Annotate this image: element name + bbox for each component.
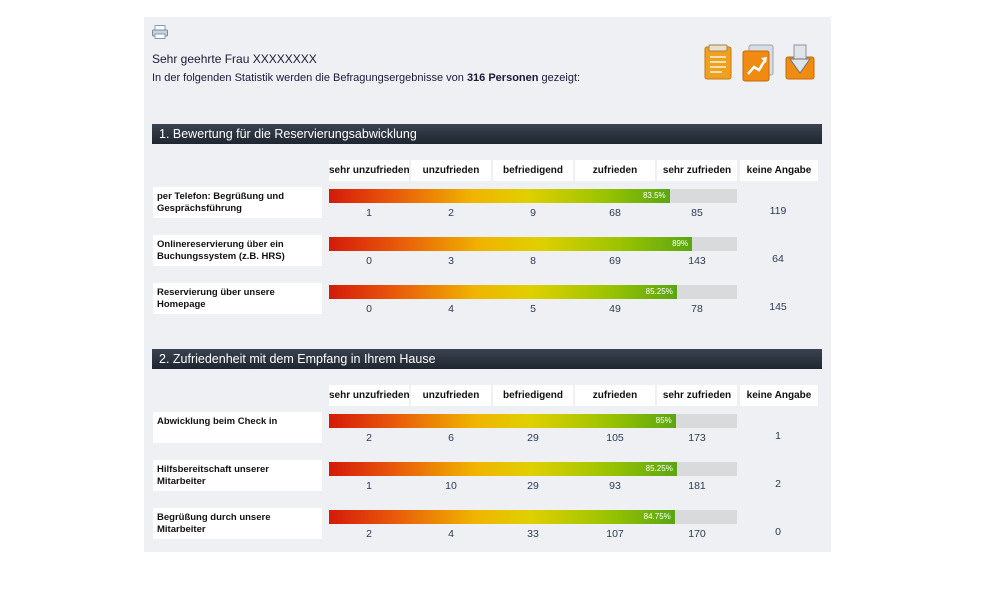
column-header: unzufrieden bbox=[411, 160, 491, 181]
respondent-count: 316 Personen bbox=[466, 72, 539, 84]
rating-percent-label: 83.5% bbox=[642, 191, 666, 200]
rating-count: 0 bbox=[366, 255, 372, 267]
rating-bar-track: 84.75% bbox=[329, 510, 737, 524]
rating-count: 64 bbox=[772, 253, 784, 265]
column-header: sehr unzufrieden bbox=[329, 160, 410, 181]
intro-after: gezeigt: bbox=[541, 72, 581, 84]
rating-count: 9 bbox=[530, 207, 536, 219]
download-icon[interactable] bbox=[782, 43, 818, 83]
rating-count: 2 bbox=[366, 432, 372, 444]
rating-count: 173 bbox=[688, 432, 706, 444]
rating-count: 1 bbox=[366, 480, 372, 492]
intro-before: In der folgenden Statistik werden die Be… bbox=[152, 72, 464, 84]
rating-count: 2 bbox=[775, 478, 781, 490]
rating-bar-fill: 85% bbox=[329, 414, 676, 428]
rating-count: 93 bbox=[609, 480, 621, 492]
row-label: per Telefon: Begrüßung und Gesprächsführ… bbox=[153, 187, 322, 218]
row-label: Begrüßung durch unsere Mitarbeiter bbox=[153, 508, 322, 539]
greeting-text: Sehr geehrte Frau XXXXXXXX bbox=[152, 52, 317, 66]
rating-count: 49 bbox=[609, 303, 621, 315]
rating-count: 2 bbox=[448, 207, 454, 219]
column-header: sehr zufrieden bbox=[657, 385, 737, 406]
rating-count: 3 bbox=[448, 255, 454, 267]
rating-count: 145 bbox=[769, 301, 787, 313]
rating-bar-fill: 85.25% bbox=[329, 462, 677, 476]
column-header: unzufrieden bbox=[411, 385, 491, 406]
rating-count: 170 bbox=[688, 528, 706, 540]
rating-percent-label: 84.75% bbox=[643, 512, 671, 521]
rating-bar-track: 89% bbox=[329, 237, 737, 251]
rating-bar-track: 85.25% bbox=[329, 285, 737, 299]
rating-count: 105 bbox=[606, 432, 624, 444]
row-label: Abwicklung beim Check in bbox=[153, 412, 322, 443]
row-label: Onlinereservierung über ein Buchungssyst… bbox=[153, 235, 322, 266]
chart-trend-icon[interactable] bbox=[740, 43, 776, 83]
rating-bar-fill: 85.25% bbox=[329, 285, 677, 299]
rating-percent-label: 85.25% bbox=[645, 287, 673, 296]
rating-bar-track: 85% bbox=[329, 414, 737, 428]
column-header: zufrieden bbox=[575, 160, 655, 181]
row-label: Reservierung über unsere Homepage bbox=[153, 283, 322, 314]
notes-icon[interactable] bbox=[700, 43, 736, 83]
rating-count: 6 bbox=[448, 432, 454, 444]
column-header: keine Angabe bbox=[740, 160, 818, 181]
rating-percent-label: 85.25% bbox=[645, 464, 673, 473]
rating-count: 5 bbox=[530, 303, 536, 315]
rating-count: 143 bbox=[688, 255, 706, 267]
print-icon[interactable] bbox=[152, 25, 168, 39]
section-header: 1. Bewertung für die Reservierungsabwick… bbox=[152, 124, 822, 144]
row-label: Hilfsbereitschaft unserer Mitarbeiter bbox=[153, 460, 322, 491]
rating-count: 29 bbox=[527, 480, 539, 492]
section-header: 2. Zufriedenheit mit dem Empfang in Ihre… bbox=[152, 349, 822, 369]
rating-count: 1 bbox=[366, 207, 372, 219]
column-header: zufrieden bbox=[575, 385, 655, 406]
rating-count: 78 bbox=[691, 303, 703, 315]
column-header: befriedigend bbox=[493, 385, 573, 406]
rating-percent-label: 85% bbox=[655, 416, 672, 425]
rating-count: 85 bbox=[691, 207, 703, 219]
rating-count: 0 bbox=[366, 303, 372, 315]
rating-count: 2 bbox=[366, 528, 372, 540]
rating-bar-fill: 89% bbox=[329, 237, 693, 251]
rating-bar-fill: 83.5% bbox=[329, 189, 670, 203]
rating-count: 33 bbox=[527, 528, 539, 540]
column-header: keine Angabe bbox=[740, 385, 818, 406]
column-header: befriedigend bbox=[493, 160, 573, 181]
rating-count: 4 bbox=[448, 303, 454, 315]
rating-bar-track: 85.25% bbox=[329, 462, 737, 476]
rating-count: 181 bbox=[688, 480, 706, 492]
column-header: sehr zufrieden bbox=[657, 160, 737, 181]
rating-bar-fill: 84.75% bbox=[329, 510, 675, 524]
rating-count: 1 bbox=[775, 430, 781, 442]
rating-count: 4 bbox=[448, 528, 454, 540]
report-panel: Sehr geehrte Frau XXXXXXXX In der folgen… bbox=[144, 17, 831, 552]
rating-count: 68 bbox=[609, 207, 621, 219]
rating-count: 69 bbox=[609, 255, 621, 267]
rating-count: 8 bbox=[530, 255, 536, 267]
rating-count: 119 bbox=[769, 205, 787, 217]
rating-count: 29 bbox=[527, 432, 539, 444]
intro-text: In der folgenden Statistik werden die Be… bbox=[152, 72, 580, 84]
rating-count: 10 bbox=[445, 480, 457, 492]
rating-count: 107 bbox=[606, 528, 624, 540]
rating-count: 0 bbox=[775, 526, 781, 538]
rating-bar-track: 83.5% bbox=[329, 189, 737, 203]
rating-percent-label: 89% bbox=[672, 239, 689, 248]
column-header: sehr unzufrieden bbox=[329, 385, 410, 406]
